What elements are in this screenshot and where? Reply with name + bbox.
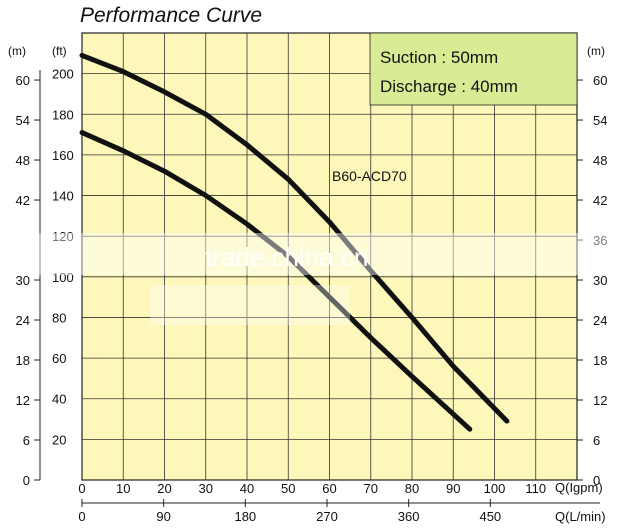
x-igpm-tick-label: 10 bbox=[116, 481, 130, 496]
x-lmin-tick-label: 90 bbox=[156, 509, 170, 524]
x-igpm-tick-label: 50 bbox=[281, 481, 295, 496]
y-axis-m-right-unit: (m) bbox=[587, 44, 605, 58]
y-m-left-tick-label: 24 bbox=[16, 313, 30, 328]
watermark-band: trade.china.cn bbox=[0, 233, 629, 275]
y-ft-tick-label: 200 bbox=[52, 67, 74, 82]
y-m-left-tick-label: 18 bbox=[16, 353, 30, 368]
y-ft-tick-label: 180 bbox=[52, 107, 74, 122]
info-suction: Suction : 50mm bbox=[380, 48, 498, 67]
x-igpm-tick-label: 110 bbox=[525, 481, 546, 496]
y-axis-m-right: (m) 0 6 12 18 24 30 36 42 48 54 60 bbox=[577, 44, 607, 488]
y-m-right-tick-label: 18 bbox=[593, 353, 607, 368]
y-ft-tick-label: 80 bbox=[52, 310, 66, 325]
y-ft-tick-label: 60 bbox=[52, 351, 66, 366]
x-igpm-tick-label: 90 bbox=[446, 481, 460, 496]
info-discharge: Discharge : 40mm bbox=[380, 77, 518, 96]
y-m-left-tick-label: 0 bbox=[23, 473, 30, 488]
y-ft-tick-label: 120 bbox=[52, 229, 74, 244]
y-m-right-tick-label: 42 bbox=[593, 193, 607, 208]
y-m-left-tick-label: 48 bbox=[16, 153, 30, 168]
x-igpm-tick-label: 70 bbox=[364, 481, 378, 496]
y-m-right-tick-label: 54 bbox=[593, 113, 607, 128]
x-lmin-tick-label: 180 bbox=[234, 509, 256, 524]
y-m-right-tick-label: 6 bbox=[593, 433, 600, 448]
y-m-right-tick-label: 30 bbox=[593, 273, 607, 288]
y-m-right-tick-label: 60 bbox=[593, 73, 607, 88]
y-m-right-tick-label: 12 bbox=[593, 393, 607, 408]
y-axis-ft-unit: (ft) bbox=[52, 44, 67, 58]
x-igpm-tick-label: 20 bbox=[157, 481, 171, 496]
x-lmin-tick-label: 360 bbox=[398, 509, 420, 524]
x-axis-lmin-label: Q(L/min) bbox=[555, 509, 606, 524]
grid-lines bbox=[82, 33, 577, 480]
series-label: B60-ACD70 bbox=[332, 168, 407, 184]
y-axis-m-left: (m) 0 6 12 18 24 30 42 48 54 60 bbox=[8, 44, 41, 488]
y-m-right-tick-label: 36 bbox=[593, 233, 607, 248]
x-igpm-tick-label: 40 bbox=[240, 481, 254, 496]
x-igpm-tick-label: 60 bbox=[322, 481, 336, 496]
curve-series-1 bbox=[79, 52, 510, 424]
watermark-logo-bottom: BUGATTI bbox=[150, 285, 350, 325]
y-m-left-tick-label: 12 bbox=[16, 393, 30, 408]
y-ft-tick-label: 160 bbox=[52, 148, 74, 163]
y-m-left-tick-label: 54 bbox=[16, 113, 30, 128]
x-axis-igpm-label: Q(Igpm) bbox=[555, 480, 603, 495]
svg-text:BUGATTI: BUGATTI bbox=[205, 292, 316, 322]
curve-series-2 bbox=[79, 130, 473, 432]
y-axis-ft: (ft) 20 40 60 80 100 120 140 160 180 200 bbox=[52, 44, 74, 447]
chart-title: Performance Curve bbox=[80, 4, 262, 27]
x-lmin-tick-label: 0 bbox=[78, 509, 85, 524]
x-axis-lmin: Q(L/min) 0 90 180 270 360 450 bbox=[78, 499, 606, 524]
y-m-left-tick-label: 60 bbox=[16, 73, 30, 88]
y-axis-m-left-unit: (m) bbox=[8, 44, 26, 58]
y-m-left-tick-label: 42 bbox=[16, 193, 30, 208]
y-m-left-tick-label: 6 bbox=[23, 433, 30, 448]
watermark-text: trade.china.cn bbox=[205, 242, 368, 272]
y-m-right-tick-label: 24 bbox=[593, 313, 607, 328]
y-ft-tick-label: 20 bbox=[52, 432, 66, 447]
info-box: Suction : 50mm Discharge : 40mm bbox=[369, 32, 578, 106]
x-igpm-tick-label: 80 bbox=[405, 481, 419, 496]
y-ft-tick-label: 100 bbox=[52, 270, 74, 285]
y-ft-tick-label: 40 bbox=[52, 392, 66, 407]
x-axis-igpm: Q(Igpm) 0 10 20 30 40 50 60 70 80 90 100 110 bbox=[78, 480, 602, 496]
x-lmin-tick-label: 270 bbox=[316, 509, 338, 524]
y-ft-tick-label: 140 bbox=[52, 189, 74, 204]
y-m-right-tick-label: 48 bbox=[593, 153, 607, 168]
x-igpm-tick-label: 100 bbox=[484, 481, 506, 496]
x-igpm-tick-label: 0 bbox=[78, 481, 85, 496]
x-lmin-tick-label: 450 bbox=[479, 509, 501, 524]
y-m-left-tick-label: 30 bbox=[16, 273, 30, 288]
y-m-right-tick-label: 0 bbox=[593, 473, 600, 488]
curves bbox=[79, 52, 510, 432]
x-igpm-tick-label: 30 bbox=[199, 481, 213, 496]
